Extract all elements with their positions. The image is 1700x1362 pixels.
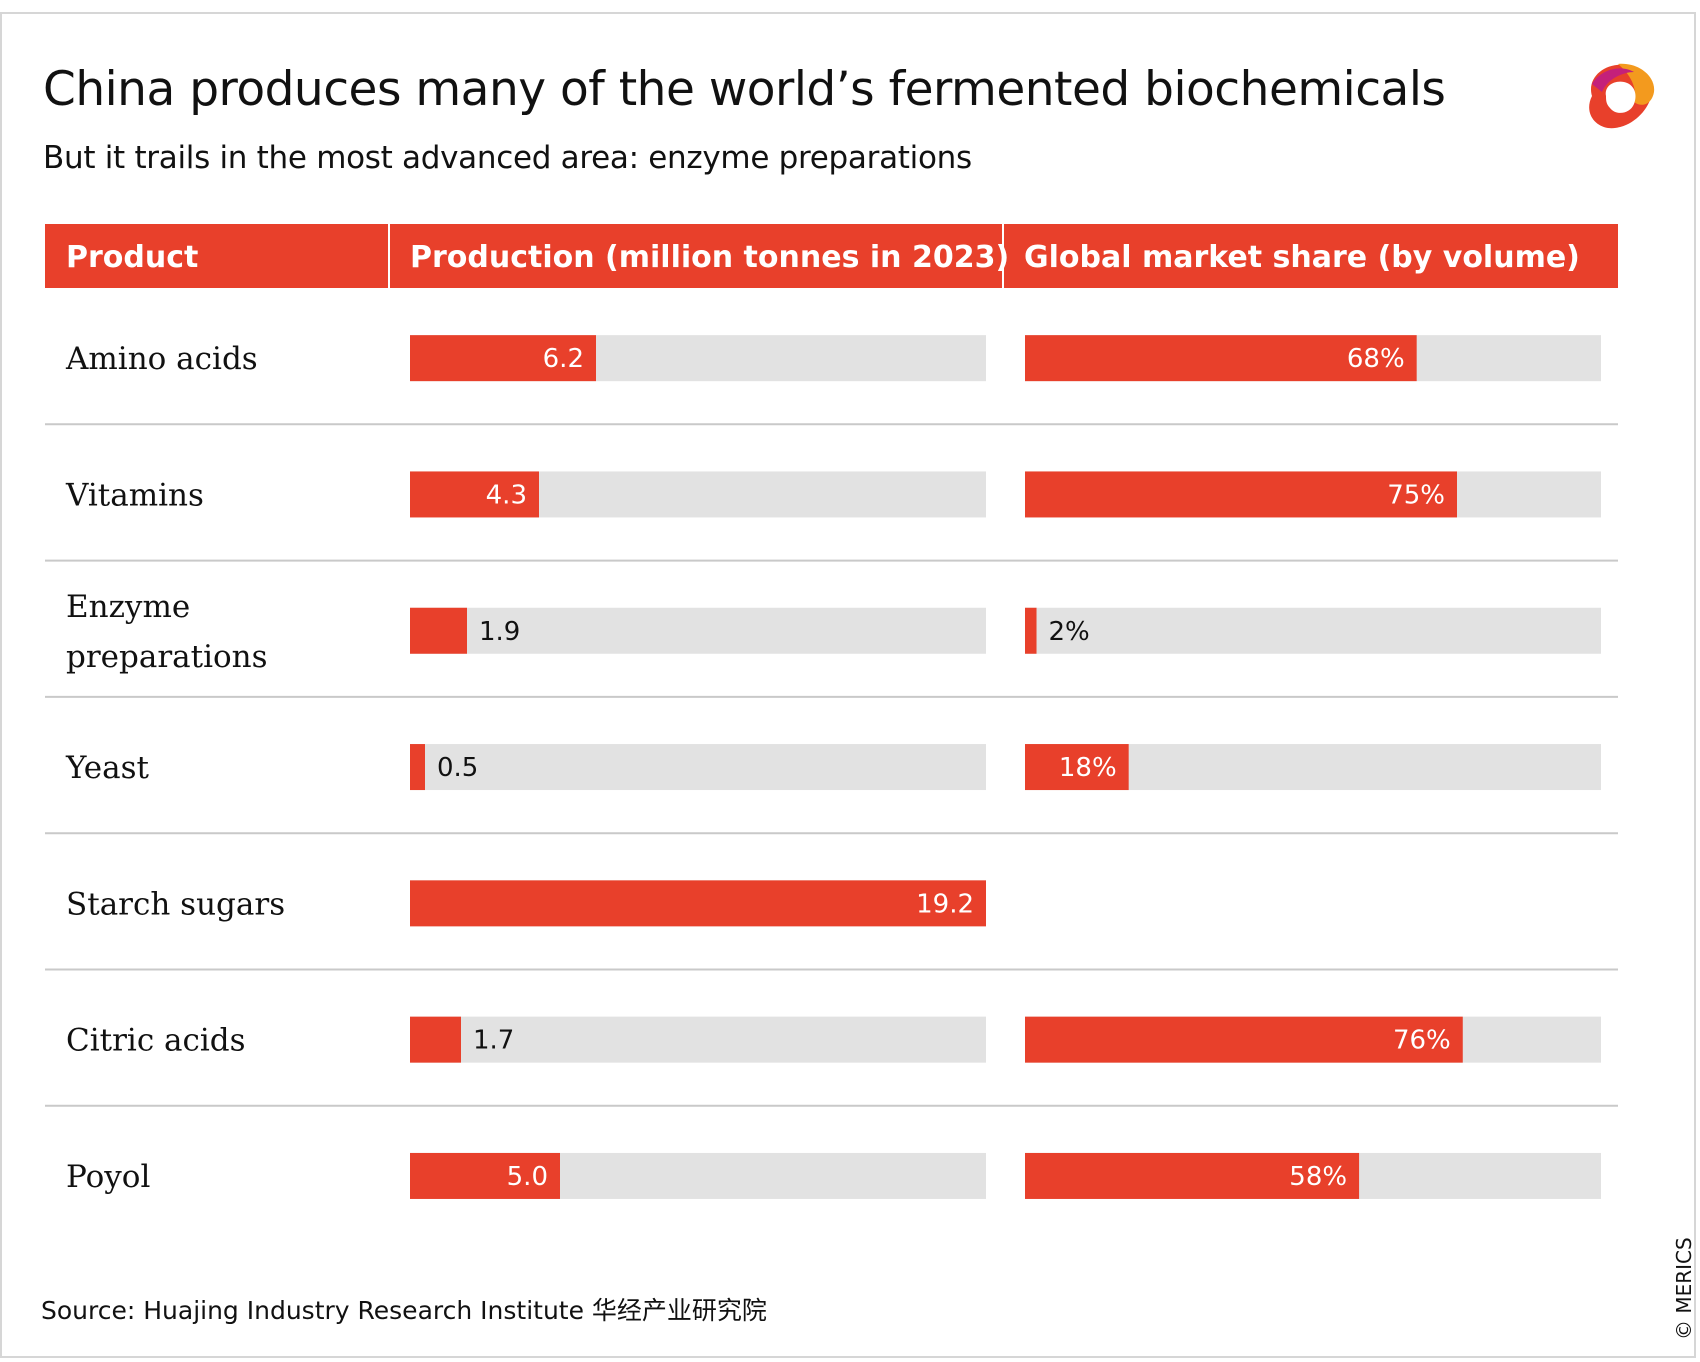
production-bar-enzyme-preparations: [410, 607, 467, 654]
share-value-citric-acids: 76%: [1393, 1026, 1451, 1056]
production-value-yeast: 0.5: [437, 753, 478, 783]
production-bar-vitamins: [410, 471, 539, 518]
share-bar-vitamins: [1025, 471, 1457, 518]
column-header-share: Global market share (by volume): [1024, 240, 1580, 275]
share-bar-citric-acids: [1025, 1016, 1463, 1063]
share-value-yeast: 18%: [1059, 753, 1117, 783]
chart-subtitle: But it trails in the most advanced area:…: [43, 140, 972, 176]
row-label-poyol: Poyol: [66, 1159, 150, 1195]
production-track-citric-acids: [410, 1016, 986, 1063]
share-bar-amino-acids: [1025, 335, 1417, 382]
merics-logo: [1589, 63, 1655, 129]
row-label-vitamins: Vitamins: [65, 477, 204, 513]
production-track-yeast: [410, 744, 986, 791]
column-header-production: Production (million tonnes in 2023): [410, 240, 1009, 275]
row-label-enzyme-preparations: Enzyme preparations: [66, 589, 268, 675]
share-value-enzyme-preparations: 2%: [1049, 617, 1090, 647]
table-header-band: [45, 224, 1618, 288]
chart-title: China produces many of the world’s ferme…: [43, 62, 1446, 117]
production-bar-yeast: [410, 744, 425, 791]
production-value-citric-acids: 1.7: [473, 1026, 514, 1056]
production-value-enzyme-preparations: 1.9: [479, 617, 520, 647]
share-bar-enzyme-preparations: [1025, 607, 1037, 654]
share-track-enzyme-preparations: [1025, 607, 1601, 654]
production-value-amino-acids: 6.2: [543, 344, 584, 374]
production-bar-citric-acids: [410, 1016, 461, 1063]
production-value-poyol: 5.0: [507, 1162, 548, 1192]
row-label-amino-acids: Amino acids: [65, 341, 258, 377]
share-bar-yeast: [1025, 744, 1129, 791]
row-label-citric-acids: Citric acids: [66, 1023, 246, 1059]
row-label-starch-sugars: Starch sugars: [66, 886, 285, 922]
production-bar-starch-sugars: [410, 880, 986, 927]
production-value-starch-sugars: 19.2: [916, 889, 974, 919]
production-bar-amino-acids: [410, 335, 596, 382]
production-track-enzyme-preparations: [410, 607, 986, 654]
copyright-credit: © MERICS: [1672, 1237, 1696, 1340]
share-value-poyol: 58%: [1289, 1162, 1347, 1192]
production-bar-poyol: [410, 1152, 560, 1199]
row-label-yeast: Yeast: [65, 750, 150, 786]
share-value-amino-acids: 68%: [1347, 344, 1405, 374]
production-value-vitamins: 4.3: [486, 480, 527, 510]
source-note: Source: Huajing Industry Research Instit…: [41, 1296, 767, 1325]
share-bar-poyol: [1025, 1152, 1360, 1199]
share-value-vitamins: 75%: [1387, 480, 1445, 510]
column-header-product: Product: [66, 240, 198, 275]
